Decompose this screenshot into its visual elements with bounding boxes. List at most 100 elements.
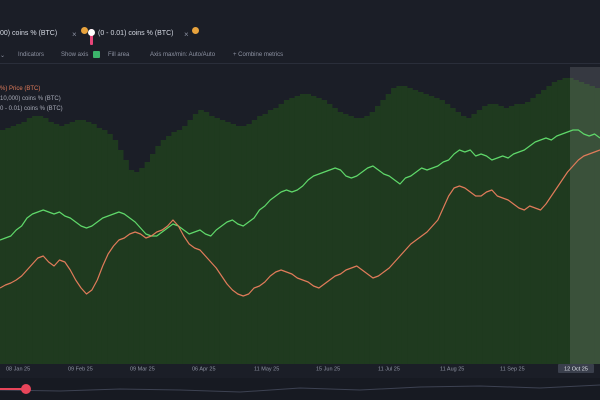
area-bar [262,114,269,364]
area-bar [278,104,285,364]
area-bar [32,116,38,364]
area-bar [75,120,81,364]
indicators-button[interactable]: Indicators [18,52,45,58]
area-bar [375,106,381,364]
metric-tabs: 00) coins % (BTC) × (0 - 0.01) coins % (… [0,26,600,44]
area-bar [428,96,435,364]
close-icon[interactable]: × [184,30,189,39]
hover-highlight [570,67,600,364]
area-bar [535,94,542,364]
area-bar [508,106,515,364]
tab-small-holders[interactable]: (0 - 0.01) coins % (BTC) [98,30,174,37]
area-bar [460,116,467,364]
area-bar [589,86,595,364]
area-bar [578,82,585,364]
area-bar [64,124,70,364]
x-tick-label: 11 May 25 [254,367,279,373]
area-bar [332,108,338,364]
area-bar [112,140,119,364]
area-bar [69,122,76,364]
area-bar [412,90,419,364]
toolbar-divider [0,63,600,64]
area-bar [155,146,162,364]
area-bar [85,122,92,364]
area-bar [96,128,103,364]
area-bar [42,118,49,364]
x-tick-label: 09 Mar 25 [130,367,155,373]
area-bar [466,118,472,364]
area-bar [26,118,33,364]
x-tick-label: 11 Aug 25 [440,367,464,373]
navigator-range-bar[interactable] [0,388,30,390]
x-tick-label: 11 Jul 25 [378,367,400,373]
info-badge-icon [81,27,88,34]
area-bar [53,124,60,364]
range-navigator[interactable] [0,378,600,400]
area-bar [310,96,317,364]
area-bar [321,100,328,364]
area-bar [562,78,569,364]
area-bar [300,94,306,364]
area-bar [294,96,301,364]
area-bar [519,104,526,364]
area-bar [455,112,462,364]
area-bar [10,126,17,364]
area-bar [551,82,558,364]
show-axis-toggle[interactable]: Show axis [61,52,89,58]
navigator-handle[interactable] [21,384,31,394]
area-bar [182,126,188,364]
area-bar [267,110,274,364]
chart-canvas[interactable]: 08 Jan 25 09 Feb 25 09 Mar 25 06 Apr 25 11 M… [0,64,600,378]
area-bar [58,126,65,364]
area-bar [246,124,253,364]
area-bar [514,104,520,364]
area-bar [251,120,258,364]
area-bar [139,168,145,364]
area-bar [128,170,135,364]
navigator-preview [0,384,600,393]
area-bar [257,116,263,364]
area-bar [203,112,210,364]
area-bar [48,122,54,364]
area-bar [369,112,376,364]
x-tick-label: 09 Feb 25 [68,367,93,373]
area-bar [337,112,344,364]
area-bar [117,150,124,364]
x-tick-label: 15 Jun 25 [316,367,340,373]
area-bar [289,98,295,364]
area-bar [166,136,172,364]
price-line [0,149,600,297]
area-bar [476,110,483,364]
area-bar [433,98,440,364]
area-bar [107,134,113,364]
area-bar [358,118,365,364]
color-marker-icon[interactable] [90,29,93,45]
area-bar [192,114,199,364]
area-bar [144,162,151,364]
legend-price: %) Price (BTC) [0,86,41,92]
area-bar [492,104,499,364]
area-series [0,78,600,364]
axis-mode-dropdown[interactable]: Axis max/min: Auto/Auto [150,52,216,58]
area-bar [487,104,494,364]
area-bar [273,108,279,364]
fill-area-toggle[interactable]: Fill area [108,52,130,58]
area-bar [230,124,237,364]
area-bar [305,94,312,364]
area-bar [133,172,140,364]
combine-metrics-button[interactable]: + Combine metrics [233,52,284,58]
area-bar [407,88,413,364]
close-icon[interactable]: × [72,30,77,39]
area-bar [214,118,220,364]
toolbar-chevron-icon[interactable]: ⌄ [0,53,6,59]
area-bar [198,110,204,364]
area-bar [391,88,397,364]
area-bar [241,126,247,364]
info-badge-icon [192,27,199,34]
area-bar [594,88,600,364]
tab-large-holders[interactable]: 00) coins % (BTC) [0,30,58,37]
show-axis-checkbox[interactable] [93,51,100,58]
area-bar [176,130,183,364]
area-bar [16,124,22,364]
area-bar [498,106,504,364]
